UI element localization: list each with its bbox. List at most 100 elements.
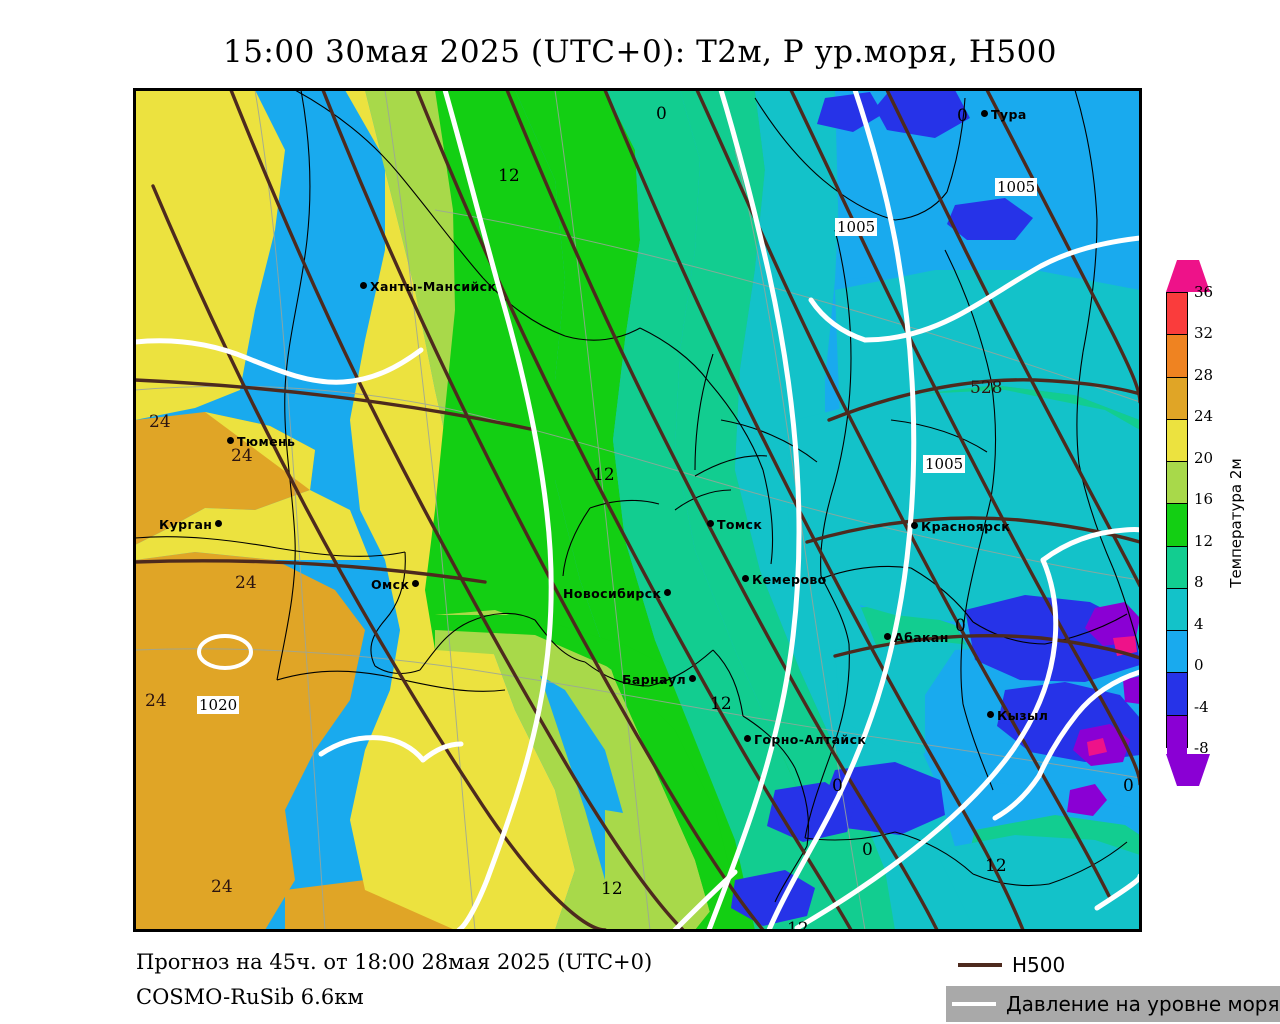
city-dot-icon <box>689 675 697 682</box>
colorbar-tick-label: -8 <box>1194 739 1209 757</box>
city-marker[interactable]: Омск <box>371 577 420 592</box>
colorbar-title: Температура 2м <box>1227 458 1245 588</box>
city-label: Абакан <box>894 630 949 645</box>
colorbar-tick-label: -4 <box>1194 697 1209 716</box>
city-dot-icon <box>707 520 714 527</box>
colorbar-tick-label: 24 <box>1194 407 1214 426</box>
h500-legend-label: H500 <box>1012 953 1066 977</box>
city-dot-icon <box>884 633 891 640</box>
legend-h500: H500 <box>952 950 1065 980</box>
colorbar-band <box>1167 587 1187 631</box>
city-marker[interactable]: Томск <box>707 517 763 532</box>
city-marker[interactable]: Ханты-Мансийск <box>360 279 497 294</box>
city-dot-icon <box>987 711 994 718</box>
temperature-contour-label: 12 <box>985 856 1007 876</box>
city-dot-icon <box>215 520 223 527</box>
colorbar-over-arrow <box>1166 260 1210 292</box>
city-dot-icon <box>911 522 918 529</box>
colorbar-tick-label: 32 <box>1194 324 1214 343</box>
city-dot-icon <box>742 575 749 582</box>
city-label: Ханты-Мансийск <box>370 279 497 294</box>
colorbar-tick-label: 36 <box>1194 283 1214 301</box>
temperature-contour-label: 0 <box>955 616 966 636</box>
colorbar-tick-label: 28 <box>1194 365 1214 384</box>
colorbar-band <box>1167 461 1187 504</box>
h500-contour-label: 24 <box>145 691 167 711</box>
h500-contour-label: 24 <box>235 573 257 593</box>
colorbar-band <box>1167 503 1187 546</box>
pressure-contour-label: 1005 <box>835 218 878 236</box>
city-marker[interactable]: Абакан <box>884 630 949 645</box>
city-label: Горно-Алтайск <box>754 732 867 747</box>
weather-map[interactable]: Тура Ханты-Мансийск Тюмень Курган Томск Красн… <box>133 88 1142 932</box>
city-label: Тура <box>991 107 1027 122</box>
temperature-contour-label: 0 <box>862 840 873 860</box>
h500-contour-label: 24 <box>149 412 171 432</box>
city-label: Кемерово <box>752 572 827 587</box>
colorbar-tick-label: 8 <box>1194 573 1204 592</box>
city-marker[interactable]: Тура <box>981 107 1027 122</box>
colorbar-tick-label: 16 <box>1194 490 1214 509</box>
temperature-contour-label: 12 <box>593 465 615 485</box>
city-marker[interactable]: Горно-Алтайск <box>744 732 867 747</box>
colorbar-band <box>1167 418 1187 462</box>
temperature-contour-label: 0 <box>832 776 843 796</box>
city-dot-icon <box>227 437 234 444</box>
temperature-contour-label: 0 <box>957 106 968 126</box>
city-label: Омск <box>371 577 410 592</box>
city-label: Новосибирск <box>563 586 662 601</box>
city-marker[interactable]: Курган <box>159 517 223 532</box>
page-title: 15:00 30мая 2025 (UTC+0): Т2м, Р ур.моря… <box>222 34 1058 70</box>
city-dot-icon <box>744 735 751 742</box>
colorbar-band <box>1167 334 1187 377</box>
colorbar-band <box>1167 672 1187 715</box>
city-label: Курган <box>159 517 213 532</box>
pressure-contour-label: 1005 <box>995 178 1038 196</box>
city-label: Томск <box>717 517 763 532</box>
colorbar-band <box>1167 376 1187 419</box>
city-dot-icon <box>664 589 672 596</box>
colorbar-tick-label: 0 <box>1194 656 1204 675</box>
model-info: COSMO-RuSib 6.6км <box>136 985 364 1009</box>
map-canvas <box>135 90 1140 930</box>
h500-line-swatch <box>958 963 1002 967</box>
temperature-contour-label: 0 <box>656 104 667 124</box>
colorbar-band <box>1167 714 1187 757</box>
forecast-info: Прогноз на 45ч. от 18:00 28мая 2025 (UTC… <box>136 950 653 974</box>
city-marker[interactable]: Красноярск <box>911 519 1011 534</box>
city-marker[interactable]: Кызыл <box>987 708 1049 723</box>
temperature-colorbar: 36 32 28 24 20 16 12 8 4 0 -4 -8 Температура 2м <box>1160 258 1280 788</box>
pressure-contour-label: 1005 <box>923 455 966 473</box>
city-marker[interactable]: Новосибирск <box>563 586 672 601</box>
colorbar-band <box>1167 630 1187 673</box>
city-label: Красноярск <box>921 519 1011 534</box>
city-dot-icon <box>981 110 988 117</box>
temperature-contour-label: 12 <box>710 694 732 714</box>
colorbar-bands <box>1166 292 1188 757</box>
city-label: Барнаул <box>622 672 687 687</box>
h500-contour-label: 24 <box>231 446 253 466</box>
colorbar-tick-label: 12 <box>1194 531 1214 550</box>
temperature-contour-label: 12 <box>498 166 520 186</box>
colorbar-band <box>1167 545 1187 588</box>
temperature-contour-label: 12 <box>787 919 809 932</box>
colorbar-under-arrow <box>1166 754 1210 786</box>
legend-sea-level-pressure: Давление на уровне моря <box>946 986 1280 1022</box>
colorbar-tick-label: 4 <box>1194 614 1204 633</box>
h500-contour-label: 24 <box>211 877 233 897</box>
colorbar-band <box>1167 293 1187 335</box>
city-marker[interactable]: Кемерово <box>742 572 827 587</box>
temperature-contour-label: 12 <box>601 879 623 899</box>
pressure-line-swatch <box>952 1002 996 1006</box>
colorbar-tick-label: 20 <box>1194 448 1214 467</box>
h500-contour-label: 528 <box>970 378 1003 398</box>
city-label: Тюмень <box>237 434 296 449</box>
city-dot-icon <box>360 282 367 289</box>
city-marker[interactable]: Тюмень <box>227 434 296 449</box>
pressure-contour-label: 1020 <box>197 696 240 714</box>
city-marker[interactable]: Барнаул <box>622 672 697 687</box>
temperature-contour-label: 0 <box>1123 776 1134 796</box>
pressure-legend-label: Давление на уровне моря <box>1006 992 1280 1016</box>
city-dot-icon <box>412 580 420 587</box>
city-label: Кызыл <box>997 708 1049 723</box>
